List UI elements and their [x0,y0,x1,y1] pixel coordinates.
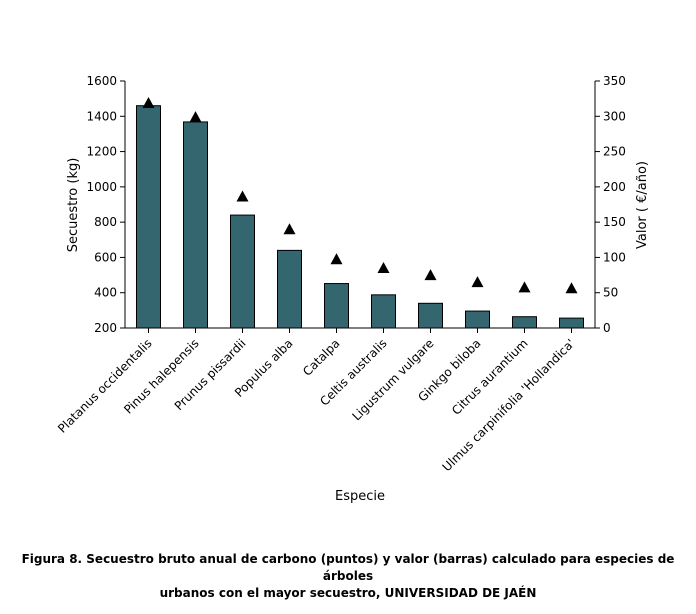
y-left-tick-label: 1600 [86,74,117,88]
bar [465,310,490,329]
bar [512,316,537,329]
x-category-label: Platanus occidentalis [55,336,155,436]
chart: 200 400 600 800 1000 1200 1400 1600 0 50 100 150 200… [55,74,650,504]
data-point [377,262,390,274]
bar [418,302,443,329]
y-axis-left-title: Secuestro (kg) [66,158,81,253]
bar [136,105,161,329]
y-axis-right-title: Valor ( €/año) [635,161,650,249]
y-left-tick-label: 1200 [86,145,117,159]
data-point [518,281,531,293]
y-right-tick-label: 350 [603,74,626,88]
data-point [424,269,437,281]
bar [183,121,208,329]
y-right-tick-label: 150 [603,215,626,229]
y-left-tick-label: 800 [94,215,117,229]
data-point [236,190,249,202]
y-left-tick-label: 400 [94,286,117,300]
y-left-tick-label: 1000 [86,180,117,194]
y-right-tick-label: 100 [603,250,626,264]
x-category-label: Ligustrum vulgare [349,336,436,423]
bar [559,317,584,329]
y-right-tick-label: 0 [603,321,611,335]
y-right-tick-label: 50 [603,286,618,300]
bar [371,294,396,329]
x-category-label: Catalpa [300,336,343,379]
y-right-tick-label: 200 [603,180,626,194]
y-left-tick-label: 200 [94,321,117,335]
figure-caption: Figura 8. Secuestro bruto anual de carbo… [0,551,696,602]
x-axis-title: Especie [335,489,385,504]
data-point [471,276,484,288]
caption-line-1: Figura 8. Secuestro bruto anual de carbo… [21,552,675,583]
bar [324,283,349,329]
data-point [565,282,578,294]
bar [230,214,255,329]
y-left-tick-label: 600 [94,250,117,264]
y-right-tick-label: 300 [603,109,626,123]
y-right-tick-label: 250 [603,145,626,159]
data-point [142,97,155,109]
bar [277,249,302,329]
data-point [283,223,296,235]
caption-line-2: urbanos con el mayor secuestro, UNIVERSI… [159,586,537,600]
data-point [330,253,343,265]
data-point [189,111,202,123]
y-left-tick-label: 1400 [86,109,117,123]
